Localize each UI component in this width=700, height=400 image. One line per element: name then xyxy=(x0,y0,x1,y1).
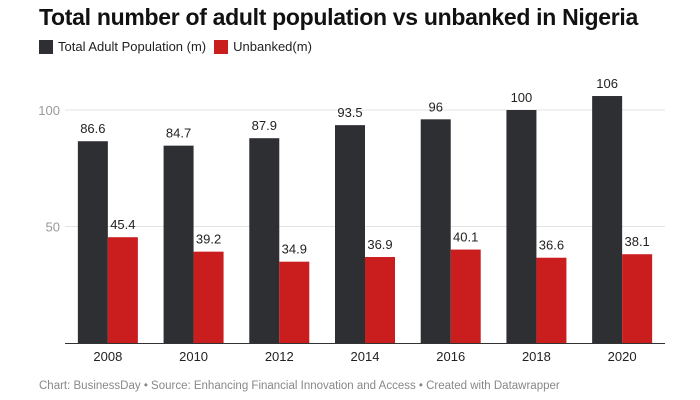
bar-total xyxy=(420,119,451,343)
data-label: 40.1 xyxy=(453,230,478,245)
bar-unbanked xyxy=(450,249,481,343)
legend-swatch-total xyxy=(39,39,53,54)
data-label: 106 xyxy=(596,76,618,91)
bar-total xyxy=(249,138,280,343)
data-label: 38.1 xyxy=(624,234,649,249)
x-tick-label: 2010 xyxy=(179,349,208,364)
chart-title: Total number of adult population vs unba… xyxy=(39,4,638,30)
data-label: 86.6 xyxy=(80,121,105,136)
x-tick-label: 2014 xyxy=(351,349,380,364)
x-tick-label: 2008 xyxy=(93,349,122,364)
bar-total xyxy=(506,110,537,343)
bar-unbanked xyxy=(365,257,395,343)
bar-total xyxy=(163,145,194,343)
data-label: 36.9 xyxy=(367,237,392,252)
x-tick-label: 2020 xyxy=(608,349,637,364)
data-label: 96 xyxy=(428,99,442,114)
legend-swatch-unbanked xyxy=(214,39,229,54)
bar-unbanked xyxy=(536,257,567,343)
bar-unbanked xyxy=(193,251,224,343)
data-label: 84.7 xyxy=(166,126,191,141)
x-tick-label: 2016 xyxy=(436,349,465,364)
legend-label-total: Total Adult Population (m) xyxy=(58,39,207,54)
y-tick-label: 50 xyxy=(46,220,60,235)
bar-total xyxy=(77,141,108,343)
y-tick-label: 100 xyxy=(38,103,60,118)
bar-total xyxy=(592,96,623,344)
data-label: 93.5 xyxy=(337,105,362,120)
bar-unbanked xyxy=(279,261,310,343)
data-label: 34.9 xyxy=(282,242,307,257)
bar-unbanked xyxy=(107,237,138,343)
x-tick-label: 2018 xyxy=(522,349,551,364)
legend-item-unbanked: Unbanked(m) xyxy=(214,39,312,54)
data-label: 36.6 xyxy=(539,238,564,253)
bar-unbanked xyxy=(622,254,653,343)
legend: Total Adult Population (m) Unbanked(m) xyxy=(39,39,320,54)
data-label: 39.2 xyxy=(196,232,221,247)
chart-footer: Chart: BusinessDay • Source: Enhancing F… xyxy=(39,380,560,392)
data-label: 45.4 xyxy=(110,217,135,232)
x-tick-label: 2012 xyxy=(265,349,294,364)
legend-item-total: Total Adult Population (m) xyxy=(39,39,206,54)
bar-total xyxy=(335,125,365,344)
data-label: 87.9 xyxy=(252,118,277,133)
legend-label-unbanked: Unbanked(m) xyxy=(233,39,312,54)
data-label: 100 xyxy=(511,90,533,105)
